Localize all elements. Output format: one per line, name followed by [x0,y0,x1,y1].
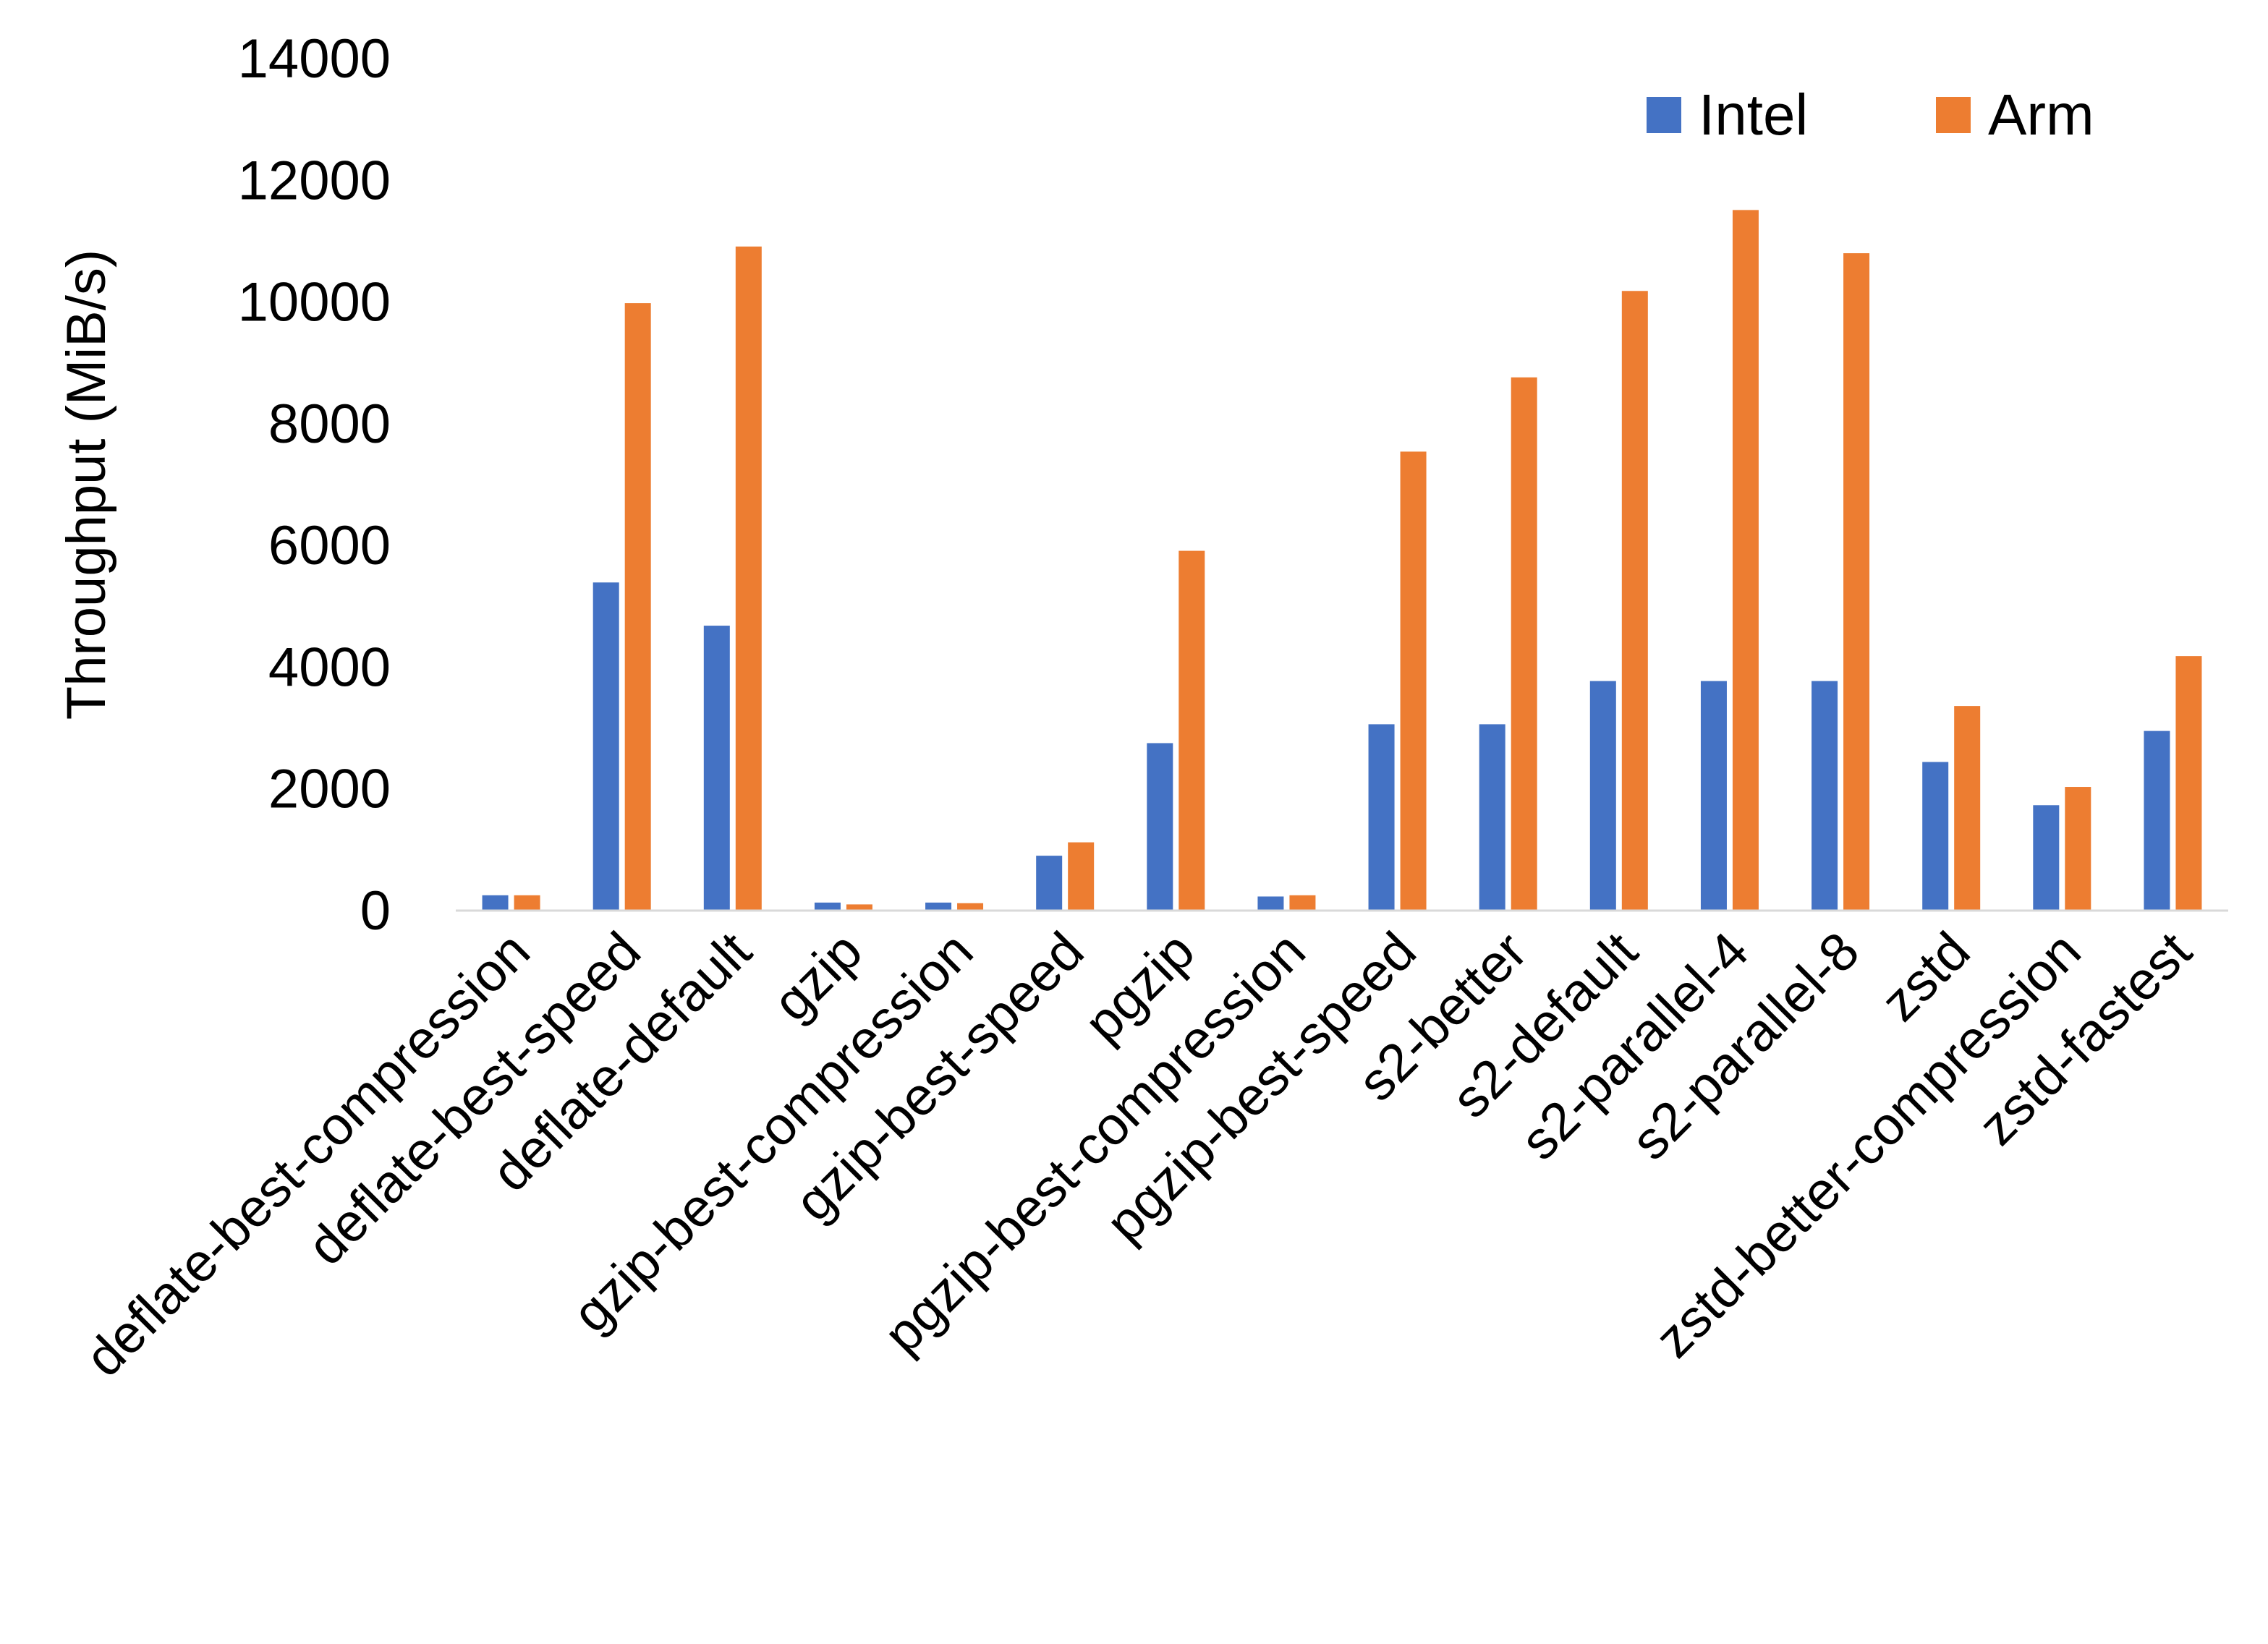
legend-label-arm: Arm [1988,82,2094,147]
x-tick-labels: deflate-best-compressiondeflate-best-spe… [74,920,2203,1387]
y-tick-label: 10000 [238,272,391,333]
legend-label-intel: Intel [1699,82,1808,147]
bar-intel [814,902,841,910]
legend: Intel Arm [1647,82,2094,147]
bar-arm [1954,706,1981,910]
bar-arm [1289,895,1316,910]
bar-intel [1257,896,1284,910]
bar-intel [1368,724,1395,910]
bar-arm [957,903,984,910]
bar-intel [1700,681,1727,910]
bar-arm [846,904,872,910]
bar-arm [1732,210,1759,910]
y-tick-label: 0 [360,880,391,942]
y-axis-label: Throughput (MiB/s) [56,250,117,720]
bar-intel [593,582,619,910]
bar-arm [735,246,762,910]
legend-swatch-arm [1936,97,1971,133]
bar-arm [624,303,651,910]
bar-arm [1400,451,1427,910]
bar-intel [1922,762,1949,910]
y-tick-label: 14000 [238,28,391,90]
bar-arm [1068,842,1095,910]
y-tick-label: 12000 [238,150,391,211]
bar-intel [1036,856,1063,910]
bar-intel [1147,743,1173,910]
bar-arm [1843,253,1870,910]
bar-arm [1511,377,1537,910]
bar-arm [1178,550,1205,910]
y-tick-label: 4000 [268,636,391,698]
y-tick-labels: 0 2000 4000 6000 8000 10000 12000 14000 [238,28,391,942]
bar-intel [1589,681,1616,910]
bar-arm [514,895,540,910]
y-tick-label: 8000 [268,393,391,455]
legend-swatch-intel [1647,97,1681,133]
bar-intel [703,626,730,910]
bar-intel [482,895,509,910]
x-tick-label: deflate-best-compression [74,921,541,1388]
bars [482,210,2202,910]
bar-intel [1812,681,1838,910]
bar-intel [925,902,952,910]
bar-arm [2065,787,2091,910]
bar-intel [2033,805,2060,910]
bar-intel [1479,724,1505,910]
bar-arm [2175,656,2202,910]
bar-arm [1621,291,1648,910]
y-tick-label: 2000 [268,759,391,820]
y-tick-label: 6000 [268,515,391,576]
bar-intel [2144,731,2170,910]
